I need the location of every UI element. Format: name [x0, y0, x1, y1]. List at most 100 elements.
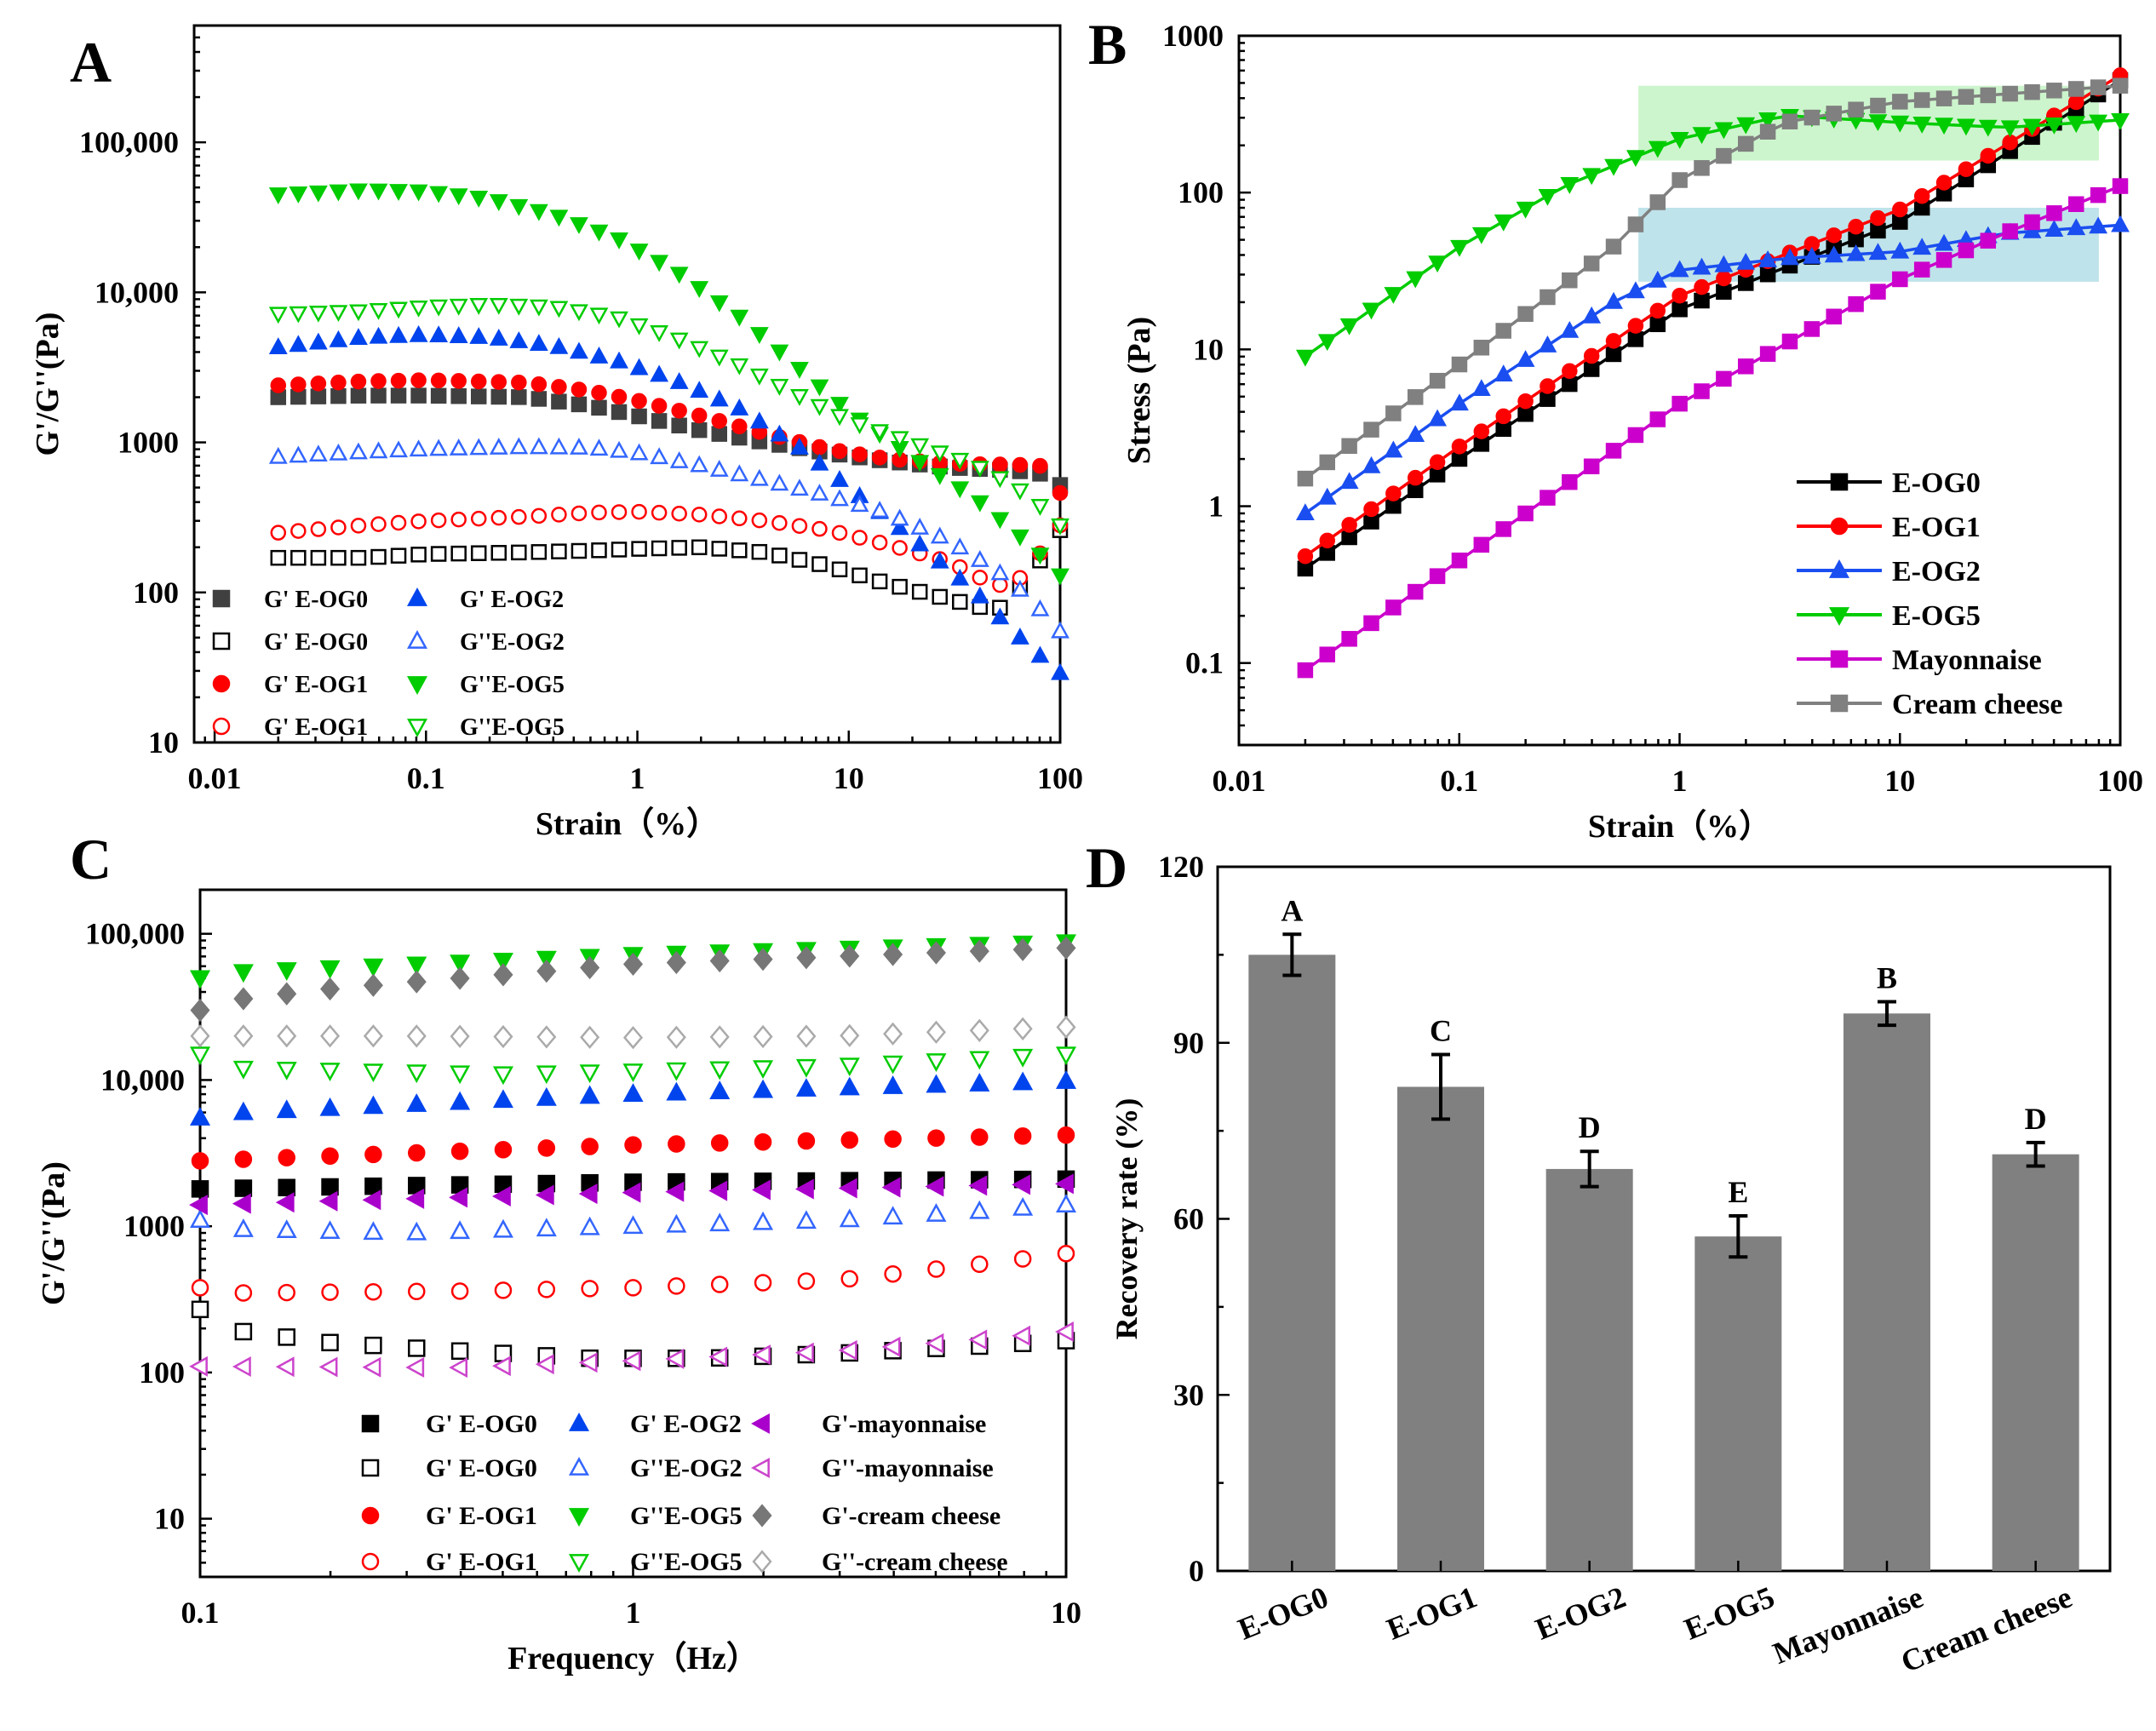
data-point — [932, 588, 948, 605]
data-point — [910, 534, 930, 552]
shaded-region — [1638, 208, 2099, 282]
data-point — [1362, 302, 1381, 320]
data-point — [1051, 568, 1069, 586]
data-point — [753, 1060, 774, 1080]
data-point — [276, 1062, 297, 1080]
data-point — [990, 607, 1010, 625]
data-point — [796, 1024, 817, 1048]
data-point — [751, 543, 768, 560]
bar — [1992, 1154, 2079, 1571]
data-point — [771, 547, 788, 564]
data-point — [1030, 645, 1050, 663]
y-tick-label: 10 — [154, 1502, 185, 1536]
data-point — [926, 1020, 946, 1044]
legend-marker — [361, 1459, 380, 1477]
data-point — [1428, 409, 1448, 427]
data-point — [711, 426, 728, 442]
data-point — [270, 549, 287, 566]
data-point — [511, 508, 527, 525]
data-point — [310, 549, 327, 566]
data-point — [1583, 361, 1600, 377]
legend-label: E-OG2 — [1892, 556, 1981, 588]
data-point — [232, 1060, 254, 1080]
data-point — [795, 1210, 817, 1229]
data-point — [1583, 458, 1600, 475]
series-5 — [1297, 77, 2129, 487]
y-tick-label: 0 — [1189, 1554, 1204, 1588]
x-tick-label: 1 — [1672, 764, 1688, 798]
data-point — [1406, 271, 1425, 289]
data-point — [233, 1024, 254, 1048]
data-point — [794, 1342, 814, 1363]
data-point — [536, 1065, 557, 1085]
data-point — [925, 1333, 944, 1354]
data-point — [690, 381, 709, 398]
data-point — [796, 946, 817, 970]
series-4 — [1297, 178, 2129, 679]
data-point — [1319, 532, 1336, 549]
data-point — [1428, 255, 1448, 273]
data-point — [350, 549, 367, 566]
data-point — [1716, 370, 1732, 387]
data-point — [911, 583, 928, 600]
data-point — [770, 424, 789, 442]
panel-a: 0.01 0.1 1 10 100 10 100 1000 10,000 100,000 Strai… — [30, 24, 1083, 842]
data-point — [611, 404, 628, 421]
data-point — [691, 421, 708, 438]
data-point — [275, 1192, 295, 1213]
data-point — [570, 217, 588, 234]
data-point — [1495, 408, 1511, 425]
data-point — [191, 1279, 209, 1297]
data-point — [1012, 1017, 1033, 1040]
data-point — [1451, 356, 1468, 373]
data-point — [749, 468, 769, 486]
series-9 — [189, 1321, 1074, 1378]
data-point — [629, 358, 649, 375]
data-point — [629, 244, 649, 261]
data-point — [2046, 205, 2062, 221]
y-axis-label: G'/G''(Pa) — [36, 1161, 72, 1305]
data-point — [390, 547, 407, 564]
data-point — [580, 955, 600, 980]
data-point — [611, 388, 628, 405]
data-point — [839, 1076, 860, 1096]
data-point — [691, 539, 708, 556]
data-point — [308, 305, 328, 323]
data-point — [710, 1134, 729, 1152]
data-point — [330, 519, 347, 536]
data-point — [892, 540, 908, 556]
data-point — [330, 374, 347, 391]
data-point — [578, 1352, 598, 1373]
data-point — [850, 495, 869, 513]
y-tick-label: 100 — [133, 576, 179, 610]
data-point — [470, 388, 487, 404]
data-point — [430, 512, 447, 529]
data-point — [408, 1143, 426, 1162]
data-point — [690, 341, 709, 358]
data-point — [530, 391, 548, 407]
data-point — [810, 453, 829, 471]
data-point — [389, 440, 408, 458]
data-point — [1670, 260, 1689, 278]
data-point — [310, 375, 327, 392]
data-point — [2044, 220, 2064, 237]
data-point — [2090, 186, 2107, 203]
data-point — [549, 301, 569, 318]
data-point — [650, 325, 669, 342]
data-point — [850, 417, 869, 435]
y-tick-label: 90 — [1173, 1026, 1204, 1060]
data-point — [329, 330, 348, 347]
data-point — [709, 1061, 731, 1080]
x-tick-label: 10 — [834, 761, 864, 795]
data-point — [275, 1356, 295, 1378]
data-point — [890, 508, 909, 526]
data-point — [529, 299, 548, 317]
data-point — [1429, 568, 1446, 584]
data-point — [969, 1018, 989, 1042]
data-point — [830, 470, 849, 487]
data-point — [950, 452, 970, 470]
data-point — [950, 568, 970, 586]
data-point — [709, 295, 729, 312]
legend-label: E-OG1 — [1892, 512, 1981, 543]
